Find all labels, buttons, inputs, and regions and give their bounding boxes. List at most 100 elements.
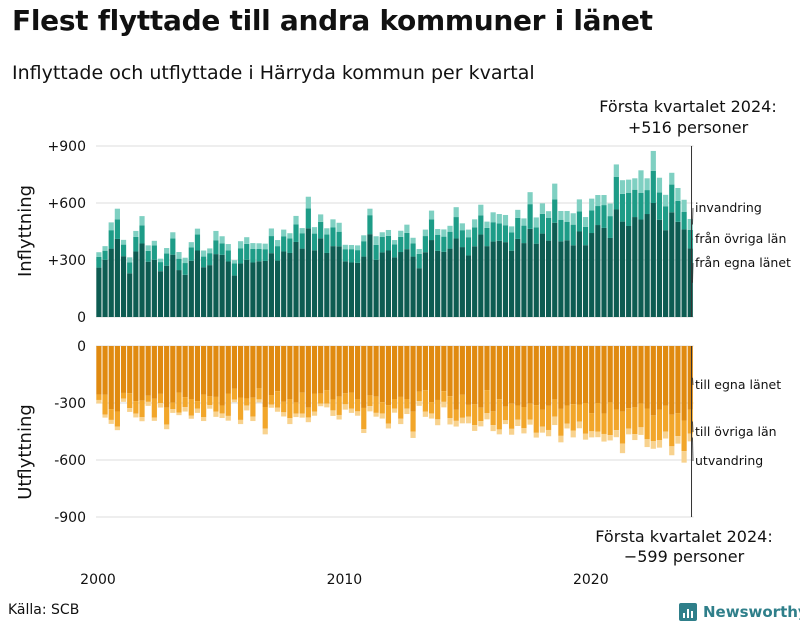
bar-segment: [558, 210, 564, 220]
bar-segment: [145, 250, 151, 262]
bar-segment: [207, 405, 213, 409]
bar-segment: [502, 420, 509, 425]
bar-segment: [644, 439, 650, 448]
bar-segment: [96, 346, 102, 395]
bar-segment: [619, 346, 626, 412]
bar-segment: [453, 409, 459, 421]
bar-segment: [459, 247, 465, 317]
bar-segment: [250, 243, 256, 249]
bar-segment: [675, 413, 681, 437]
bar-segment: [281, 251, 287, 317]
bar-segment: [447, 225, 453, 232]
bar-segment: [428, 219, 435, 241]
bar-segment: [619, 411, 626, 444]
bar-segment: [182, 346, 188, 398]
bar-segment: [626, 408, 632, 429]
bar-segment: [552, 416, 558, 426]
bar-segment: [367, 395, 373, 407]
bar-segment: [650, 346, 656, 416]
bar-segment: [484, 227, 490, 247]
bar-segment: [626, 179, 632, 193]
bar-segment: [318, 238, 324, 317]
bar-segment: [669, 184, 675, 213]
bar-segment: [170, 238, 176, 255]
bar-segment: [287, 233, 293, 239]
bar-segment: [108, 346, 114, 410]
bar-segment: [262, 260, 268, 317]
bar-segment: [589, 233, 595, 317]
series-label: till egna länet: [695, 377, 781, 392]
bar-segment: [237, 248, 244, 264]
bar-segment: [472, 346, 478, 405]
bar-segment: [632, 189, 638, 218]
bar-segment: [367, 346, 373, 396]
chart-subtitle: Inflyttade och utflyttade i Härryda komm…: [12, 62, 535, 84]
bar-segment: [293, 346, 299, 403]
bar-segment: [348, 346, 355, 393]
bar-segment: [435, 250, 441, 317]
bar-segment: [342, 261, 348, 317]
bar-segment: [299, 346, 305, 393]
bar-segment: [361, 346, 367, 408]
bar-segment: [521, 346, 527, 407]
bar-segment: [663, 405, 669, 432]
bar-segment: [453, 238, 459, 317]
bar-segment: [133, 401, 139, 414]
bar-segment: [459, 223, 465, 231]
bar-segment: [687, 346, 693, 410]
bar-segment: [613, 409, 619, 431]
bar-segment: [626, 346, 632, 409]
bar-segment: [398, 418, 404, 425]
bar-segment: [201, 256, 207, 268]
bar-segment: [274, 391, 281, 408]
bar-segment: [213, 230, 219, 241]
bar-segment: [379, 402, 385, 414]
bar-segment: [361, 429, 367, 434]
bar-segment: [687, 218, 693, 230]
bar-segment: [342, 393, 348, 405]
bar-segment: [311, 233, 318, 251]
bar-segment: [281, 236, 287, 252]
bar-segment: [336, 414, 342, 420]
bars: [96, 150, 693, 463]
bar-segment: [120, 244, 127, 257]
bar-segment: [644, 178, 650, 191]
bar-segment: [139, 216, 145, 226]
bar-segment: [256, 399, 262, 403]
bar-segment: [545, 211, 552, 219]
bar-segment: [299, 233, 305, 249]
bar-segment: [441, 236, 447, 252]
bar-segment: [274, 246, 281, 261]
bar-segment: [681, 211, 687, 230]
bar-segment: [391, 257, 398, 317]
bar-segment: [663, 346, 669, 406]
bar-segment: [244, 237, 250, 244]
bar-segment: [509, 250, 515, 317]
x-tick-label: 2000: [80, 572, 116, 588]
bar-segment: [539, 213, 546, 234]
bar-segment: [207, 248, 213, 254]
annotation-line: Första kvartalet 2024:: [595, 527, 772, 546]
series-labels: invandring från övriga län från egna länet…: [692, 200, 791, 468]
bar-segment: [342, 346, 348, 394]
bar-segment: [490, 425, 496, 432]
bar-segment: [361, 256, 367, 317]
bar-segment: [459, 417, 465, 424]
bar-segment: [201, 267, 207, 317]
bar-segment: [490, 222, 496, 242]
bar-segment: [681, 346, 687, 421]
bar-segment: [595, 195, 601, 207]
bar-segment: [330, 246, 336, 317]
bar-segment: [416, 268, 422, 317]
bar-segment: [478, 407, 484, 422]
bar-segment: [324, 346, 330, 391]
bar-segment: [675, 187, 681, 201]
bar-segment: [558, 219, 564, 242]
bar-segment: [244, 243, 250, 260]
bar-segment: [496, 399, 502, 430]
bar-segment: [527, 192, 533, 205]
bar-segment: [656, 409, 663, 441]
source-note: Källa: SCB: [8, 602, 80, 618]
bar-segment: [164, 253, 170, 266]
bar-segment: [127, 346, 133, 394]
